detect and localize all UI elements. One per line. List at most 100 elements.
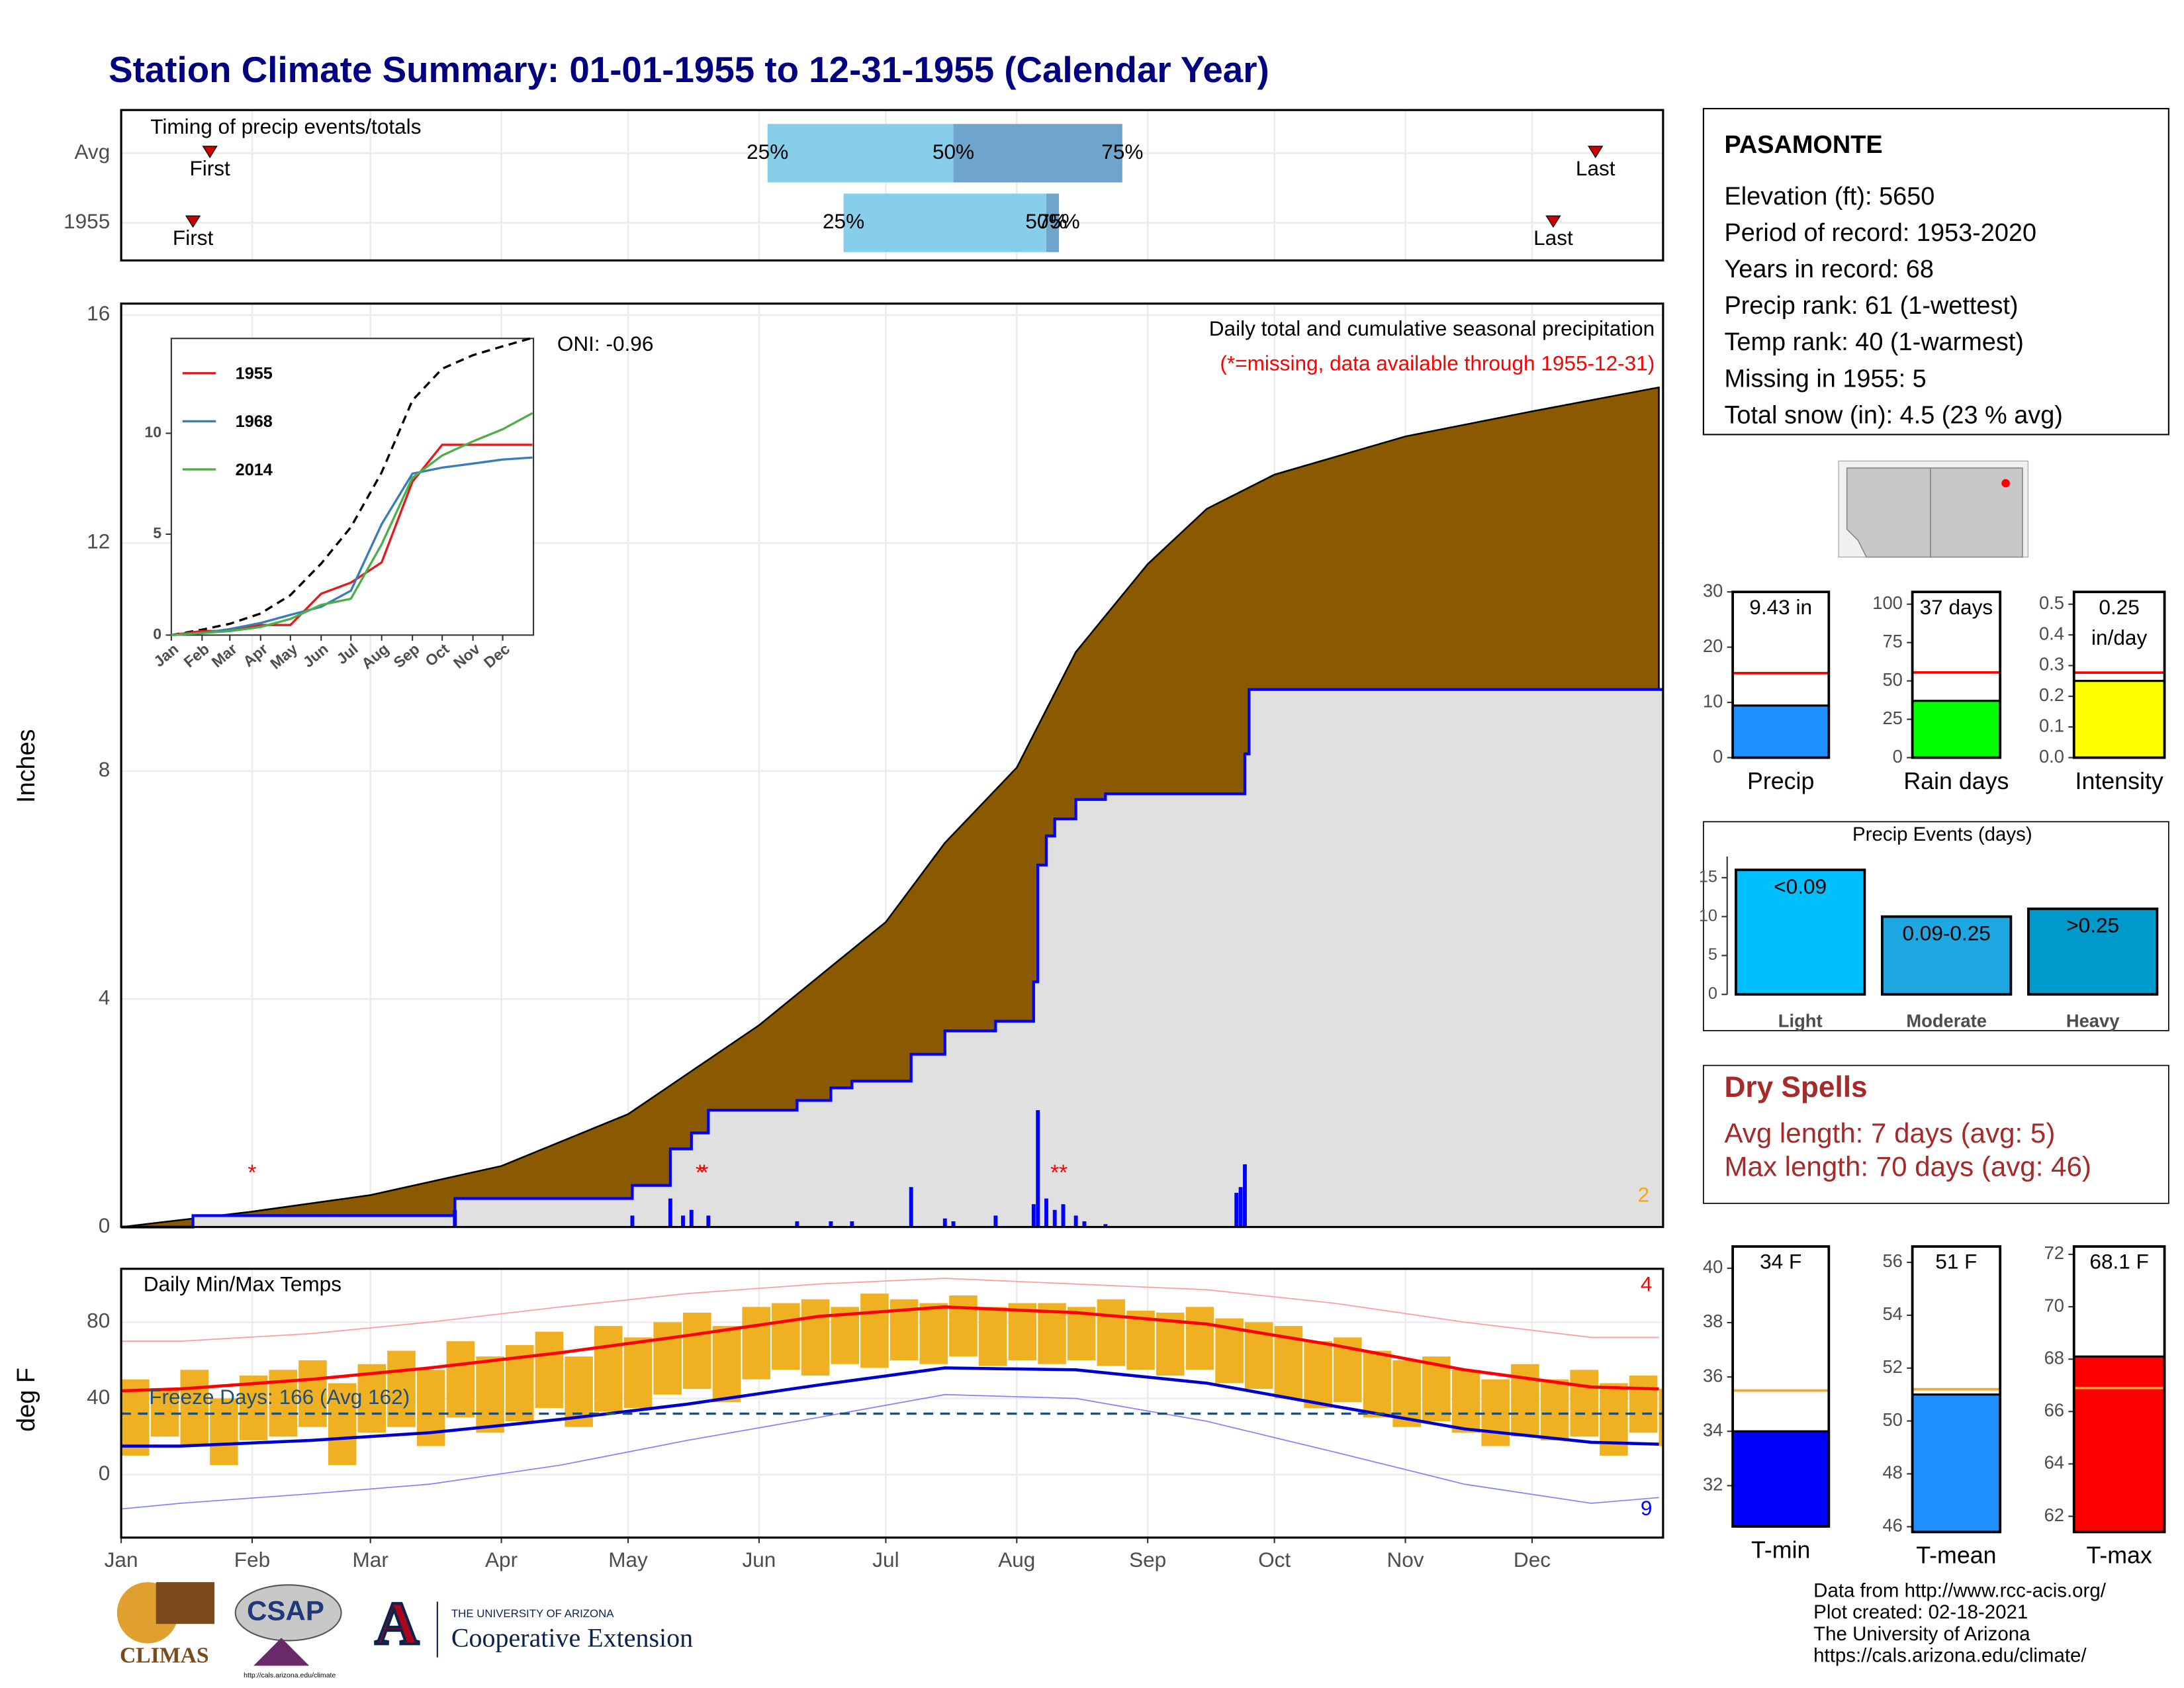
- frame: [120, 109, 1664, 262]
- value-label: 0.25 in/day: [2091, 596, 2148, 651]
- daily-bar: [1061, 1204, 1066, 1227]
- y-tick-label: 0.2: [2039, 684, 2064, 705]
- y-tick-label: 5: [153, 524, 161, 541]
- temp-range-bar: [919, 1303, 948, 1364]
- timing-marker: [1545, 215, 1561, 228]
- missing-marker: *: [1059, 1161, 1068, 1186]
- quantile-label: 25%: [747, 140, 788, 164]
- csap-cloud: [234, 1584, 342, 1642]
- daily-bar: [909, 1187, 913, 1227]
- station-line: Temp rank: 40 (1-warmest): [1724, 328, 2023, 356]
- temp-range-bar: [712, 1326, 741, 1403]
- x-tick-label: Jan: [105, 1548, 138, 1571]
- y-tick-label: 75: [1882, 631, 1902, 651]
- y-tick-label: 34: [1703, 1419, 1723, 1440]
- state-arizona: [1846, 467, 1931, 558]
- logos: CLIMAS CSAP http://cals.arizona.edu/clim…: [116, 1582, 693, 1679]
- footer-line: Data from http://www.rcc-acis.org/: [1813, 1580, 2107, 1602]
- frame: [1911, 1245, 2002, 1534]
- y-tick-label: 10: [1703, 690, 1723, 711]
- frame: [1731, 1245, 1831, 1528]
- page-title: Station Climate Summary: 01-01-1955 to 1…: [109, 49, 1269, 90]
- bar: [1735, 868, 1866, 996]
- x-axis-label: T-mean: [1916, 1542, 1996, 1569]
- x-axis-label: T-min: [1751, 1536, 1810, 1563]
- x-tick-label: Nov: [1387, 1548, 1424, 1571]
- y-tick-label: 0: [1708, 984, 1717, 1003]
- station-line: Years in record: 68: [1724, 256, 1933, 283]
- gauge-bar: [1731, 1430, 1830, 1528]
- y-tick-label: 32: [1703, 1474, 1723, 1495]
- missing-marker: *: [1050, 1161, 1059, 1186]
- ua-mark: A: [375, 1590, 419, 1658]
- x-tick-label: Feb: [234, 1548, 270, 1571]
- temp-range-bar: [1600, 1383, 1628, 1456]
- dry-spells-line: Avg length: 7 days (avg: 5): [1724, 1117, 2055, 1149]
- y-tick-label: 54: [1882, 1303, 1902, 1324]
- temp-range-bar: [860, 1293, 889, 1368]
- quartile-bar: [1046, 193, 1060, 252]
- gauge-bar: [1911, 700, 2001, 759]
- daily-bar: [829, 1221, 833, 1227]
- daily-bar: [1073, 1215, 1078, 1227]
- daily-bar: [1243, 1164, 1247, 1227]
- x-tick-label: Moderate: [1906, 1011, 1987, 1031]
- average-line: [171, 336, 533, 637]
- climas-emblem: [156, 1582, 215, 1624]
- temp-range-bar: [801, 1299, 830, 1376]
- temp-range-bar: [1008, 1303, 1037, 1360]
- frame: [1731, 590, 1831, 759]
- x-axis-label: Precip: [1747, 768, 1814, 794]
- x-tick-label: Jun: [742, 1548, 776, 1571]
- daily-bar: [795, 1221, 799, 1227]
- y-tick-label: 46: [1882, 1515, 1902, 1536]
- missing-marker: *: [700, 1161, 708, 1186]
- normal-line: [121, 1278, 1659, 1342]
- daily-bar: [1234, 1192, 1239, 1227]
- quantile-label: 50%: [1025, 209, 1067, 233]
- station-line: Elevation (ft): 5650: [1724, 183, 1934, 211]
- gauge-bar: [1911, 1393, 2001, 1533]
- chart-title: Daily total and cumulative seasonal prec…: [1209, 316, 1655, 340]
- y-tick-label: 72: [2044, 1243, 2064, 1263]
- timing-marker: [185, 215, 201, 228]
- x-tick-label: Mar: [353, 1548, 388, 1571]
- climas-text: CLIMAS: [120, 1643, 209, 1667]
- gauge-bar: [2073, 1355, 2166, 1533]
- y-tick-label: 50: [1882, 1409, 1902, 1430]
- y-tick-label: 0: [153, 626, 161, 643]
- daily-bar: [1238, 1187, 1243, 1227]
- temp-range-bar: [446, 1341, 475, 1418]
- x-axis-label: Intensity: [2075, 768, 2163, 794]
- daily-bar: [1082, 1221, 1087, 1227]
- temp-range-bar: [623, 1337, 653, 1408]
- y-tick-label: 15: [1699, 868, 1717, 886]
- daily-bar: [1052, 1209, 1057, 1227]
- temp-range-bar: [772, 1303, 800, 1370]
- temp-range-bar: [1570, 1370, 1599, 1437]
- temp-range-bar: [594, 1326, 623, 1412]
- daily-bar: [630, 1215, 635, 1227]
- y-tick-label: 0.3: [2039, 654, 2064, 675]
- y-tick-label: 30: [1703, 580, 1723, 600]
- y-tick-label: 0.1: [2039, 715, 2064, 735]
- dry-spells-line: Max length: 70 days (avg: 46): [1724, 1150, 2091, 1182]
- chart-title: Precip Events (days): [1852, 823, 2032, 845]
- y-tick-label: 5: [1708, 945, 1717, 964]
- x-tick-label: Oct: [1258, 1548, 1291, 1571]
- value-label-box: 0.25 in/day: [2091, 596, 2148, 651]
- quartile-bar: [767, 124, 954, 183]
- temp-range-bar: [1540, 1379, 1569, 1440]
- y-tick-label: 0: [1713, 746, 1723, 767]
- station-name: PASAMONTE: [1724, 131, 1882, 159]
- y-tick-label: 0: [99, 1461, 111, 1485]
- daily-bar: [1044, 1198, 1048, 1227]
- freeze-label: Freeze Days: 166 (Avg 162): [149, 1385, 410, 1409]
- x-axis-label: T-max: [2086, 1542, 2152, 1569]
- station-line: Total snow (in): 4.5 (23 % avg): [1724, 402, 2062, 430]
- temp-range-bar: [1451, 1370, 1480, 1433]
- gauge-bar: [1731, 704, 1830, 759]
- temp-range-bar: [1511, 1364, 1539, 1437]
- row-label: Avg: [74, 140, 110, 164]
- station-line: Period of record: 1953-2020: [1724, 219, 2036, 247]
